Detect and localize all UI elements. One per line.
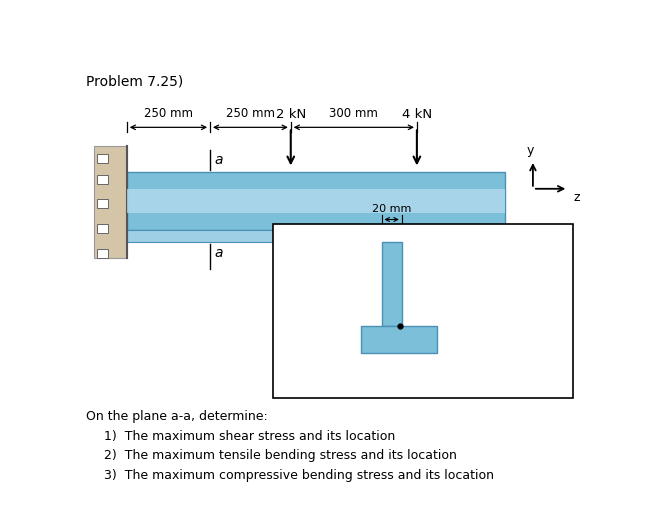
Bar [96,248,107,257]
Bar [94,146,127,259]
Text: a: a [214,246,223,260]
Text: 50 mm: 50 mm [380,375,419,385]
Bar [127,230,505,242]
Text: 20 mm: 20 mm [325,334,364,344]
Bar [381,242,402,326]
Text: 2)  The maximum tensile bending stress and its location: 2) The maximum tensile bending stress an… [104,450,457,462]
Text: B: B [408,320,417,332]
Text: Cross section of beam:: Cross section of beam: [355,379,491,392]
Text: y: y [287,329,294,343]
Text: 250 mm: 250 mm [144,107,193,120]
Text: 1)  The maximum shear stress and its location: 1) The maximum shear stress and its loca… [104,430,395,443]
Text: 70 mm: 70 mm [325,279,364,289]
Text: y: y [527,144,534,157]
Text: 4 kN: 4 kN [402,108,432,121]
Text: 300 mm: 300 mm [329,107,378,120]
Bar [96,154,107,163]
Text: Problem 7.25): Problem 7.25) [87,74,184,88]
Text: 3)  The maximum compressive bending stress and its location: 3) The maximum compressive bending stres… [104,469,494,482]
Text: 20 mm: 20 mm [372,204,411,214]
Text: 2 kN: 2 kN [275,108,306,121]
Text: z: z [574,191,580,204]
Bar [96,224,107,233]
Bar [127,189,505,213]
Text: x: x [331,375,339,388]
Bar [96,175,107,184]
Bar [96,200,107,209]
Bar [361,326,437,353]
Bar [273,223,574,398]
Text: 250 mm: 250 mm [226,107,275,120]
Bar [127,172,505,230]
Text: a: a [214,153,223,168]
Text: On the plane a-a, determine:: On the plane a-a, determine: [87,410,268,423]
